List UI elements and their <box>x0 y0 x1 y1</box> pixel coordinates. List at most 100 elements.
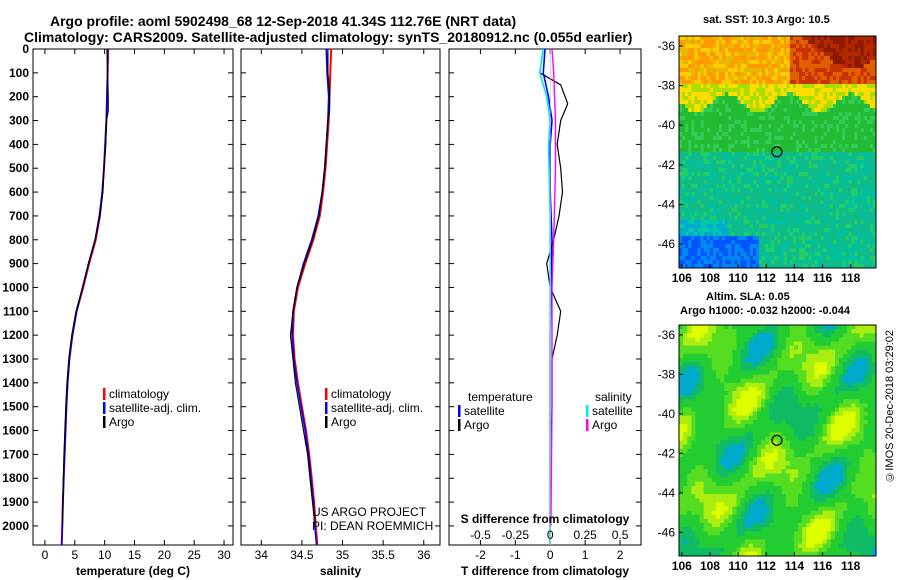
sla-map-cell <box>720 391 725 396</box>
sst-map-cell <box>700 68 705 73</box>
sst-map-cell <box>743 248 748 253</box>
sla-map-cell <box>773 337 778 342</box>
sla-map-cell <box>814 358 819 363</box>
sst-map-cell <box>842 116 846 121</box>
sst-map-cell <box>765 160 769 165</box>
sst-map-cell <box>848 168 852 173</box>
sst-map-cell <box>752 248 757 253</box>
sst-map-cell <box>765 260 769 265</box>
sst-map-cell <box>832 72 837 77</box>
sla-map-cell <box>826 349 832 355</box>
sst-map-cell <box>682 44 686 49</box>
temp-diff-legend-label: temperature <box>468 390 533 404</box>
sst-map-cell <box>755 236 760 241</box>
sla-map-cell <box>834 391 840 396</box>
sst-map-cell <box>872 160 877 165</box>
sla-map-cell <box>789 403 795 408</box>
sla-map-cell <box>683 349 688 355</box>
sst-map-cell <box>826 200 831 205</box>
sst-map-cell <box>835 152 840 157</box>
sst-map-cell <box>811 212 815 217</box>
sla-map-cell <box>851 374 856 380</box>
sla-map-cell <box>744 329 750 334</box>
sst-map-cell <box>722 108 726 113</box>
sst-map-cell <box>703 100 708 105</box>
sst-map-cell <box>743 176 748 181</box>
sst-map-cell <box>712 60 717 65</box>
sst-map-cell <box>811 188 815 193</box>
sst-map-cell <box>811 112 815 117</box>
sst-map-cell <box>688 236 692 241</box>
sst-map-cell <box>700 64 705 69</box>
sla-map-cell <box>728 362 733 367</box>
sst-map-cell <box>706 196 711 201</box>
sst-map-cell <box>795 92 800 97</box>
sla-map-cell <box>822 349 828 355</box>
sla-map-cell <box>687 403 692 408</box>
sst-map-cell <box>746 52 751 57</box>
sla-map-cell <box>867 395 873 400</box>
sst-map-cell <box>762 220 766 225</box>
sst-map-cell <box>737 52 741 57</box>
sla-map-cell <box>728 407 733 413</box>
sst-map-cell <box>759 168 763 173</box>
sst-map-cell <box>805 208 809 213</box>
sst-map-cell <box>685 76 689 81</box>
sla-map-cell <box>867 341 873 347</box>
sst-map-cell <box>731 128 735 133</box>
sst-map-cell <box>817 176 821 181</box>
sst-map-cell <box>752 56 757 61</box>
sst-map-lon-label: 116 <box>813 271 833 285</box>
sst-map-cell <box>768 140 772 145</box>
sst-map-cell <box>826 168 831 173</box>
sst-map-cell <box>746 164 751 169</box>
sst-map-cell <box>845 216 849 221</box>
sst-map-cell <box>749 252 754 257</box>
sst-map-cell <box>752 128 757 133</box>
sst-map-cell <box>860 72 865 77</box>
sst-map-cell <box>765 112 769 117</box>
sst-map-cell <box>762 172 766 177</box>
sla-map-cell <box>839 353 844 359</box>
sst-map-cell <box>842 224 846 229</box>
sst-map-cell <box>869 124 874 129</box>
sst-map-cell <box>731 72 735 77</box>
sst-map-cell <box>832 216 837 221</box>
sst-map-cell <box>746 68 751 73</box>
sst-map-cell <box>728 244 732 249</box>
sst-map-cell <box>860 116 865 121</box>
sst-map-cell <box>719 156 723 161</box>
sst-map-cell <box>752 204 757 209</box>
depth-tick-label: 100 <box>9 66 29 80</box>
sst-map-cell <box>694 108 698 113</box>
sla-map-cell <box>830 391 836 396</box>
sst-map-cell <box>869 196 874 201</box>
sst-map-cell <box>734 228 738 233</box>
sst-map-cell <box>851 40 855 45</box>
sla-map-cell <box>683 345 688 351</box>
sst-map-cell <box>768 108 772 113</box>
sla-map-cell <box>728 399 733 404</box>
sst-map-cell <box>869 44 874 49</box>
sst-map-cell <box>854 208 858 213</box>
sla-map-cell <box>707 345 713 351</box>
sst-map-cell <box>820 172 825 177</box>
sst-map-cell <box>734 52 738 57</box>
sst-map-cell <box>685 208 689 213</box>
sst-map-cell <box>811 240 815 245</box>
sst-map-cell <box>869 156 874 161</box>
sst-map-cell <box>780 140 785 145</box>
sst-map-cell <box>839 252 843 257</box>
sst-map-cell <box>737 216 741 221</box>
sst-map-cell <box>860 64 865 69</box>
sst-map-cell <box>783 244 788 249</box>
salinity-xtick-label: 35 <box>336 548 350 562</box>
sst-map-cell <box>725 228 729 233</box>
sst-map-cell <box>706 60 711 65</box>
sst-map-cell <box>792 236 797 241</box>
sst-map-cell <box>740 212 745 217</box>
sst-map-cell <box>694 208 698 213</box>
sst-map-cell <box>808 236 812 241</box>
sst-map-cell <box>805 132 809 137</box>
sla-map-cell <box>830 329 836 334</box>
